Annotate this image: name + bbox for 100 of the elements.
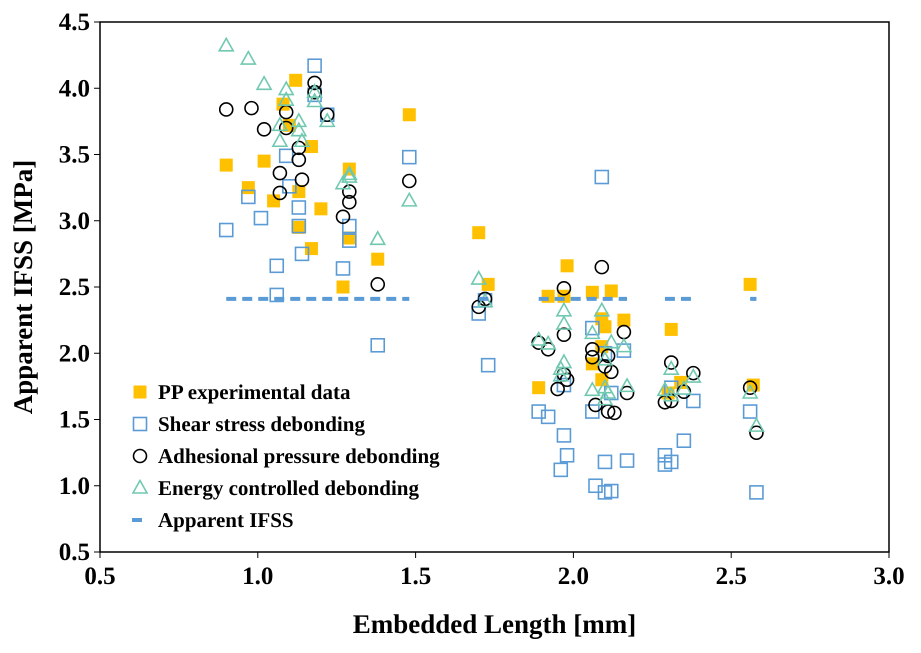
point <box>556 428 572 443</box>
point <box>560 372 574 388</box>
point <box>556 302 572 317</box>
point <box>597 379 613 394</box>
point <box>294 132 310 148</box>
point <box>550 382 565 396</box>
point <box>291 122 307 136</box>
point <box>594 302 610 317</box>
point <box>744 278 757 291</box>
legend-label: Energy controlled debonding <box>158 476 420 500</box>
y-tick-label: 1.0 <box>58 472 90 500</box>
point <box>272 186 288 200</box>
point <box>604 364 619 380</box>
point <box>742 404 758 419</box>
point <box>676 433 692 448</box>
point <box>604 484 619 498</box>
point <box>289 74 302 87</box>
point <box>532 381 546 394</box>
point <box>336 209 350 224</box>
point <box>686 368 702 383</box>
point <box>272 117 288 132</box>
point <box>342 233 357 248</box>
point <box>370 277 386 292</box>
point <box>603 334 620 348</box>
point <box>256 122 272 137</box>
point <box>676 384 692 399</box>
point <box>278 81 294 96</box>
point <box>480 358 496 372</box>
point <box>282 179 297 194</box>
point <box>540 410 556 424</box>
y-axis-title: Apparent IFSS [MPa] <box>8 160 38 414</box>
point <box>597 352 613 366</box>
point <box>664 322 678 336</box>
x-tick-label: 0.5 <box>84 563 116 590</box>
legend-label: Shear stress debonding <box>158 412 366 436</box>
point <box>294 172 310 187</box>
point <box>556 281 572 296</box>
point <box>676 380 692 395</box>
point <box>604 386 619 400</box>
point <box>292 200 306 215</box>
point <box>342 218 357 234</box>
point <box>749 485 764 500</box>
point <box>616 324 632 340</box>
point <box>597 391 613 406</box>
point <box>556 354 572 368</box>
point <box>402 150 417 164</box>
point <box>594 170 610 184</box>
point <box>749 425 764 440</box>
point <box>663 360 680 375</box>
point <box>370 338 386 353</box>
point <box>742 384 758 399</box>
point <box>658 448 672 463</box>
point <box>278 92 294 106</box>
point <box>258 154 271 168</box>
point <box>658 457 672 472</box>
point <box>220 158 233 172</box>
y-tick-label: 2.5 <box>58 274 90 301</box>
point <box>552 360 569 375</box>
y-tick-label: 2.0 <box>58 340 90 368</box>
point <box>291 113 307 128</box>
point <box>556 316 572 330</box>
point <box>218 102 234 117</box>
legend-label: Apparent IFSS <box>158 508 294 532</box>
point <box>294 246 310 262</box>
point <box>531 335 546 350</box>
point <box>540 342 556 357</box>
point <box>342 184 357 199</box>
point <box>531 404 546 419</box>
point <box>342 168 358 183</box>
point <box>616 343 632 358</box>
point <box>663 387 680 402</box>
point <box>471 306 486 321</box>
x-tick-label: 2.5 <box>716 563 747 590</box>
x-tick-label: 1.5 <box>400 563 432 590</box>
point <box>664 355 679 370</box>
point <box>335 175 351 190</box>
y-tick-label: 0.5 <box>58 539 90 566</box>
point <box>307 76 322 90</box>
point <box>470 270 487 285</box>
point <box>371 252 384 266</box>
x-tick-label: 3.0 <box>873 563 905 590</box>
point <box>560 448 574 463</box>
point <box>370 231 386 246</box>
point <box>588 398 603 412</box>
point <box>256 76 272 90</box>
point <box>402 108 416 122</box>
point <box>307 58 322 74</box>
point <box>620 386 634 400</box>
point <box>600 404 616 419</box>
point <box>272 166 288 180</box>
point <box>472 226 486 240</box>
point <box>598 485 612 500</box>
point <box>598 454 612 470</box>
point <box>540 336 556 350</box>
point <box>664 454 679 470</box>
point <box>598 359 612 374</box>
point <box>617 314 630 327</box>
point <box>292 140 306 156</box>
point <box>560 259 574 272</box>
point <box>272 132 288 148</box>
